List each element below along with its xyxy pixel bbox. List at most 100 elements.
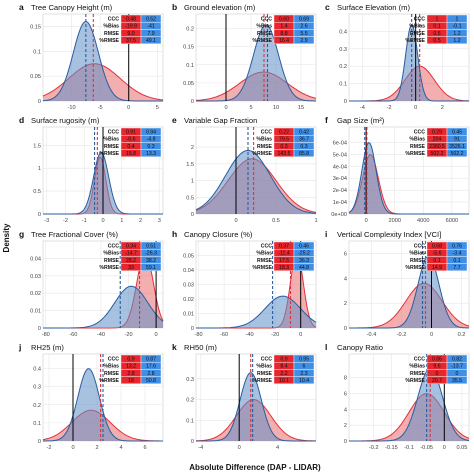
- stats-value-blue: 38.2: [146, 258, 156, 264]
- stats-cell-blue: [140, 149, 162, 158]
- stats-value-blue: 0.95: [299, 356, 309, 362]
- y-tick-label: 0.15: [30, 24, 41, 30]
- stats-row-label: RMSE: [410, 258, 426, 264]
- dap-density-area: [349, 368, 469, 441]
- stats-row-label: CCC: [414, 243, 425, 249]
- stats-value-blue: 35.5: [452, 378, 462, 384]
- y-tick-label: 0.1: [186, 418, 194, 424]
- x-tick-label: -10: [68, 105, 76, 111]
- x-tick-label: 5: [156, 105, 159, 111]
- y-tick-label: 0: [344, 99, 347, 105]
- stats-value-red: 1.4: [280, 24, 287, 30]
- stats-value-blue: 36.7: [299, 137, 309, 143]
- stats-row-label: %RMSE: [99, 38, 119, 44]
- dap-density-area: [349, 255, 469, 328]
- x-tick-label: -4: [360, 105, 365, 111]
- panel-title: Surface Elevation (m): [337, 3, 410, 12]
- stats-value-red: 10.1: [279, 378, 289, 384]
- stats-value-red: 502.2: [431, 151, 444, 157]
- x-tick-label: 0: [414, 105, 417, 111]
- stats-row-label: RMSE: [257, 371, 273, 377]
- x-tick-label: -5: [98, 105, 103, 111]
- x-tick-label: 0: [299, 332, 302, 338]
- panel-e: e Variable Gap Fraction 0 0.5 1 1.5 2 0 0.5 1 CCC 0…: [172, 115, 318, 224]
- panel-title: RH25 (m): [31, 343, 64, 352]
- stats-value-blue: 0.1: [453, 258, 460, 264]
- stats-value-blue: -3.4: [453, 251, 462, 257]
- y-tick-label: 0.05: [183, 81, 194, 87]
- x-tick-label: 0: [127, 105, 130, 111]
- x-tick-label: -3: [44, 218, 49, 224]
- panel-title: Tree Canopy Height (m): [31, 3, 113, 12]
- y-tick-label: 0.1: [33, 421, 41, 427]
- stats-value-blue: 0.51: [146, 243, 156, 249]
- y-tick-label: 0.2: [33, 403, 41, 409]
- y-axis-label: Density: [2, 223, 11, 252]
- stats-row-label: %Bias: [409, 251, 425, 257]
- stats-row-label: %RMSE: [252, 151, 272, 157]
- stats-cell-blue: [446, 263, 468, 272]
- stats-row-label: %RMSE: [405, 265, 425, 271]
- panel-title: Surface rugosity (m): [31, 116, 100, 125]
- panel-title: Canopy Closure (%): [184, 230, 253, 239]
- x-tick-label: 0: [430, 332, 433, 338]
- stats-row-label: CCC: [261, 129, 272, 135]
- y-tick-label: 2: [191, 145, 194, 151]
- stats-value-red: 15.8: [126, 151, 136, 157]
- stats-value-blue: 0.3: [147, 144, 154, 150]
- stats-row-label: RMSE: [410, 371, 426, 377]
- y-tick-label: 1.5: [186, 162, 194, 168]
- stats-row-label: %RMSE: [405, 378, 425, 384]
- stats-row-label: RMSE: [104, 31, 120, 37]
- x-tick-label: -80: [195, 332, 203, 338]
- stats-value-blue: 1: [456, 16, 459, 22]
- stats-value-blue: -41: [147, 24, 155, 30]
- stats-table: CCC 0.91 0.94 %Bias -0.6 -4.8 RMSE 0.4 0.3 %RMSE 1…: [99, 127, 162, 158]
- stats-value-blue: 5.5: [300, 31, 307, 37]
- stats-value-red: 20.7: [432, 378, 442, 384]
- y-tick-label: 1: [191, 179, 194, 185]
- y-tick-label: 0: [344, 326, 347, 332]
- dap-density-area: [43, 286, 163, 328]
- stats-value-blue: 91: [454, 137, 460, 143]
- stats-value-blue: 1.2: [453, 31, 460, 37]
- stats-table: CCC 1 1 %Bias 0.1 -0.1 RMSE 0.5 1.2 %RMSE 0.5 1.2: [405, 14, 468, 44]
- stats-value-red: -0.6: [127, 137, 136, 143]
- panel-letter: g: [19, 229, 24, 239]
- x-tick-label: 6000: [446, 218, 458, 224]
- panel-h: h Canopy Closure (%) 0 0.01 0.02 0.03 0.04 0.05…: [172, 229, 317, 338]
- stats-cell-blue: [140, 376, 162, 385]
- stats-row-label: CCC: [261, 243, 272, 249]
- stats-row-label: CCC: [414, 16, 425, 22]
- stats-value-red: 16.4: [279, 38, 289, 44]
- panel-f: f Gap Size (m²) 0e+00 1e-04 2e-04 3e-04 4e-04 5…: [325, 115, 470, 224]
- stats-table: CCC 0.9 0.87 %Bias 13.2 17.6 RMSE 2.8 2.8 %RMSE 18…: [99, 354, 162, 385]
- stats-row-label: %RMSE: [405, 151, 425, 157]
- stats-value-red: 0.29: [432, 129, 442, 135]
- x-tick-label: -60: [69, 332, 77, 338]
- stats-value-red: -11.4: [278, 251, 290, 257]
- dap-density-area: [349, 142, 469, 214]
- y-tick-label: 0: [38, 439, 41, 445]
- dap-density-area: [196, 150, 316, 214]
- stats-row-label: %Bias: [103, 24, 119, 30]
- stats-value-red: 37.5: [126, 38, 136, 44]
- y-tick-label: 1e-04: [333, 200, 347, 206]
- stats-value-blue: 0.69: [299, 16, 309, 22]
- y-tick-label: 2e-04: [333, 188, 347, 194]
- stats-row-label: %RMSE: [252, 38, 272, 44]
- x-tick-label: -0.4: [367, 332, 377, 338]
- y-tick-label: 6e-04: [333, 140, 347, 146]
- panel-letter: h: [172, 229, 177, 239]
- panel-grid: a Tree Canopy Height (m)00.050.10.15-10 -5…: [18, 2, 470, 451]
- stats-value-red: 79.5: [279, 137, 289, 143]
- panel-title: Variable Gap Fraction: [184, 116, 257, 125]
- y-tick-label: 0e+00: [331, 212, 347, 218]
- stats-value-blue: 44.8: [299, 265, 309, 271]
- stats-value-blue: 2.3: [300, 371, 307, 377]
- stats-value-blue: 1.2: [453, 38, 460, 44]
- y-tick-label: 6: [344, 251, 347, 257]
- panel-j: j RH25 (m) 0 0.1 0.2 0.3 0.4 -2 0 2 4 6 CCC 0.9 0.87 %B…: [18, 342, 164, 451]
- stats-value-blue: -26.3: [145, 251, 157, 257]
